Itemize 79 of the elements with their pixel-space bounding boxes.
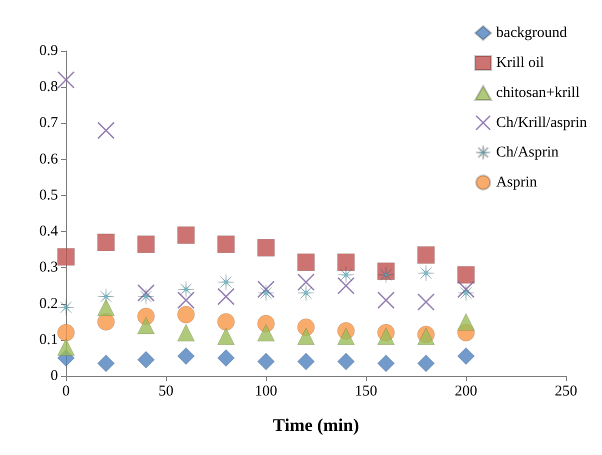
point xyxy=(178,281,194,298)
point xyxy=(417,246,435,264)
y-tick-label: 0.8 xyxy=(39,79,58,96)
y-tick-label: 0.5 xyxy=(39,187,58,204)
point xyxy=(177,306,195,324)
point xyxy=(417,293,435,311)
legend-label: background xyxy=(496,25,568,41)
point xyxy=(257,239,275,257)
legend-label: Ch/Krill/asprin xyxy=(496,114,588,131)
y-tick-label: 0.7 xyxy=(39,115,58,132)
point xyxy=(457,347,475,365)
point xyxy=(337,276,355,294)
point xyxy=(297,352,315,370)
point xyxy=(57,71,75,89)
x-tick-label: 0 xyxy=(62,384,70,400)
point xyxy=(337,328,355,346)
x-tick-label: 50 xyxy=(158,384,174,400)
point xyxy=(378,266,394,284)
point xyxy=(137,316,155,334)
point xyxy=(257,352,275,370)
point xyxy=(137,284,155,302)
y-tick-label: 0.1 xyxy=(39,332,58,348)
point xyxy=(217,349,235,367)
point xyxy=(297,328,315,346)
x-tick-label: 150 xyxy=(354,384,378,400)
point xyxy=(338,266,354,284)
point xyxy=(418,264,434,282)
point xyxy=(98,288,114,305)
point xyxy=(97,313,115,331)
point xyxy=(377,291,395,309)
legend-label: Ch/Asprin xyxy=(496,144,560,160)
point xyxy=(217,288,235,306)
point xyxy=(458,284,474,302)
legend-label: chitosan+krill xyxy=(496,85,580,101)
point xyxy=(417,354,435,372)
y-tick-label: 0 xyxy=(50,368,58,384)
point xyxy=(258,284,274,302)
point xyxy=(57,324,75,342)
y-tick-label: 0.4 xyxy=(39,224,58,240)
point xyxy=(57,338,75,356)
point xyxy=(217,235,235,253)
x-tick-label: 200 xyxy=(454,384,478,400)
point xyxy=(457,280,475,298)
point xyxy=(137,351,155,368)
point xyxy=(337,254,355,271)
point xyxy=(377,328,395,346)
point xyxy=(97,354,115,372)
point xyxy=(177,291,195,309)
point xyxy=(138,288,154,305)
point xyxy=(177,347,195,365)
point xyxy=(97,122,115,140)
point xyxy=(177,226,195,244)
point xyxy=(217,328,235,346)
point xyxy=(257,280,275,298)
point xyxy=(57,248,75,266)
point xyxy=(377,354,395,372)
point xyxy=(58,299,74,316)
legend-label: Asprin xyxy=(496,174,538,190)
y-tick-label: 0.3 xyxy=(39,260,58,276)
point xyxy=(218,274,234,290)
point xyxy=(297,254,315,271)
x-tick-label: 100 xyxy=(254,384,278,400)
point xyxy=(137,235,155,253)
point xyxy=(97,234,115,252)
point xyxy=(217,313,235,331)
point xyxy=(457,313,475,331)
point xyxy=(297,273,315,291)
point xyxy=(337,352,355,370)
point xyxy=(457,266,475,284)
point xyxy=(257,324,275,342)
y-tick-label: 0.6 xyxy=(39,151,58,168)
y-tick-label: 0.2 xyxy=(39,296,58,312)
x-tick-label: 250 xyxy=(554,384,578,400)
legend-label: Krill oil xyxy=(496,55,544,71)
x-axis-title: Time (min) xyxy=(272,415,360,435)
point xyxy=(97,298,115,316)
point xyxy=(298,284,314,302)
point xyxy=(177,324,195,342)
y-tick-label: 0.9 xyxy=(39,43,58,59)
